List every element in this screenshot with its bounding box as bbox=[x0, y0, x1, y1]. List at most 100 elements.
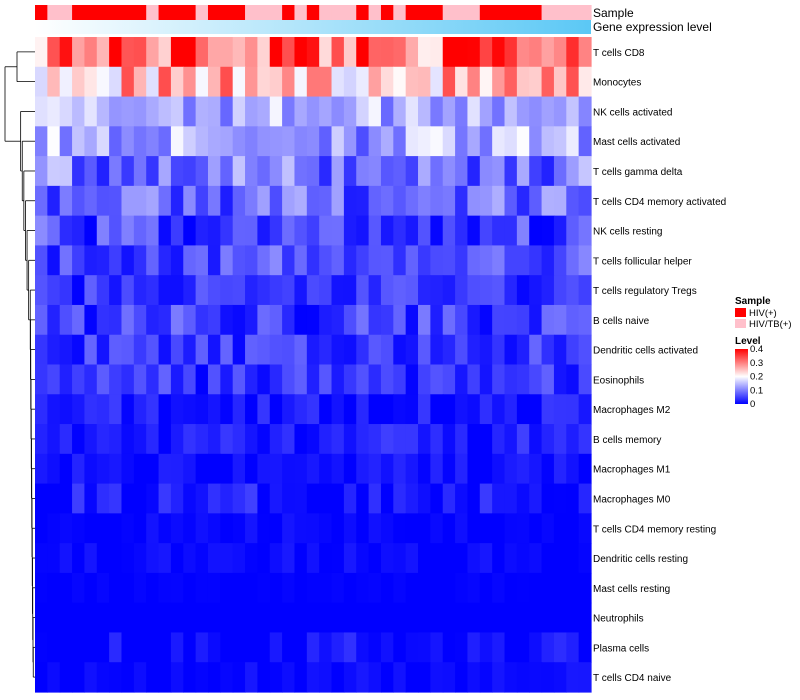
heatmap-cell bbox=[84, 275, 98, 306]
legend-label: HIV/TB(+) bbox=[749, 319, 792, 330]
heatmap-cell bbox=[35, 632, 48, 663]
heatmap-cell bbox=[578, 126, 592, 157]
heatmap-cell bbox=[418, 126, 431, 157]
heatmap-cell bbox=[232, 96, 246, 127]
heatmap-cell bbox=[343, 632, 357, 663]
heatmap-cell bbox=[195, 275, 209, 306]
heatmap-cell bbox=[220, 424, 234, 455]
heatmap-cell bbox=[294, 185, 308, 217]
heatmap-cell bbox=[306, 37, 320, 68]
sample-annotation-cell bbox=[319, 5, 333, 20]
heatmap-cell bbox=[282, 126, 296, 157]
heatmap-cell bbox=[331, 602, 345, 634]
sample-annotation-cell bbox=[380, 5, 394, 20]
heatmap-cell bbox=[343, 364, 357, 395]
heatmap-cell bbox=[133, 156, 147, 187]
heatmap-cell bbox=[158, 66, 172, 98]
heatmap-cell bbox=[516, 275, 530, 306]
heatmap-cell bbox=[529, 156, 543, 187]
row-label: T cells gamma delta bbox=[593, 167, 683, 178]
heatmap-cell bbox=[405, 185, 419, 217]
heatmap-cell bbox=[306, 572, 320, 604]
heatmap-cell bbox=[343, 275, 357, 306]
heatmap-cell bbox=[331, 513, 345, 544]
heatmap-cell bbox=[553, 543, 567, 574]
heatmap-cell bbox=[467, 126, 481, 157]
heatmap-cell bbox=[455, 37, 469, 68]
heatmap-cell bbox=[282, 215, 296, 247]
heatmap-cell bbox=[109, 96, 123, 127]
sample-annotation-cell bbox=[541, 5, 555, 20]
heatmap-cell bbox=[59, 334, 73, 366]
heatmap-cell bbox=[170, 215, 184, 247]
heatmap-cell bbox=[380, 215, 394, 247]
heatmap-cell bbox=[195, 185, 209, 217]
heatmap-cell bbox=[72, 513, 86, 544]
heatmap-cell bbox=[282, 364, 296, 395]
heatmap-cell bbox=[516, 572, 530, 604]
sample-annotation-cell bbox=[109, 5, 123, 20]
heatmap-cell bbox=[331, 245, 345, 276]
heatmap-cell bbox=[294, 37, 308, 68]
heatmap-cell bbox=[170, 185, 184, 217]
heatmap-cell bbox=[516, 185, 530, 217]
heatmap-cell bbox=[356, 513, 370, 544]
heatmap-cell bbox=[245, 156, 258, 187]
row-label: Mast cells resting bbox=[593, 584, 670, 595]
sample-annotation-cell bbox=[47, 5, 61, 20]
heatmap-cell bbox=[368, 66, 382, 98]
heatmap-cell bbox=[356, 304, 370, 336]
heatmap-cell bbox=[294, 245, 308, 276]
sample-annotation-cell bbox=[467, 5, 481, 20]
heatmap-cell bbox=[306, 662, 320, 693]
heatmap-cell bbox=[72, 334, 86, 366]
heatmap-cell bbox=[84, 304, 98, 336]
heatmap-cell bbox=[170, 662, 184, 693]
heatmap-cell bbox=[442, 483, 456, 514]
heatmap-cell bbox=[207, 96, 221, 127]
heatmap-cell bbox=[96, 304, 110, 336]
heatmap-cell bbox=[269, 156, 283, 187]
heatmap-cell bbox=[109, 304, 123, 336]
heatmap-cell bbox=[294, 632, 308, 663]
heatmap-cell bbox=[331, 453, 345, 485]
heatmap-cell bbox=[207, 185, 221, 217]
heatmap-cell bbox=[146, 66, 160, 98]
heatmap-cell bbox=[516, 602, 530, 634]
heatmap-cell bbox=[59, 96, 73, 127]
heatmap-cell bbox=[72, 364, 86, 395]
heatmap-cell bbox=[109, 602, 123, 634]
heatmap-cell bbox=[59, 394, 73, 425]
heatmap-cell bbox=[282, 334, 296, 366]
heatmap-cell bbox=[393, 96, 407, 127]
heatmap-cell bbox=[368, 572, 382, 604]
heatmap-cell bbox=[418, 304, 431, 336]
legend-level-colorbar bbox=[735, 349, 748, 404]
heatmap-cell bbox=[405, 156, 419, 187]
heatmap-cell bbox=[183, 215, 197, 247]
heatmap-cell bbox=[146, 96, 160, 127]
heatmap-cell bbox=[430, 66, 444, 98]
heatmap-cell bbox=[380, 364, 394, 395]
heatmap-cell bbox=[220, 215, 234, 247]
heatmap-cell bbox=[492, 304, 506, 336]
heatmap-cell bbox=[405, 424, 419, 455]
heatmap-cell bbox=[170, 424, 184, 455]
heatmap-cell bbox=[541, 453, 555, 485]
heatmap-cell bbox=[35, 453, 48, 485]
heatmap-cell bbox=[72, 126, 86, 157]
sample-annotation-cell bbox=[529, 5, 543, 20]
heatmap-cell bbox=[504, 156, 518, 187]
heatmap-cell bbox=[232, 602, 246, 634]
heatmap-cell bbox=[541, 156, 555, 187]
heatmap-cell bbox=[170, 543, 184, 574]
heatmap-cell bbox=[158, 543, 172, 574]
heatmap-cell bbox=[442, 275, 456, 306]
heatmap-cell bbox=[430, 394, 444, 425]
heatmap-cell bbox=[146, 215, 160, 247]
heatmap-cell bbox=[516, 513, 530, 544]
heatmap-cell bbox=[418, 37, 431, 68]
heatmap-cell bbox=[380, 424, 394, 455]
heatmap-cell bbox=[146, 394, 160, 425]
heatmap-cell bbox=[257, 275, 271, 306]
